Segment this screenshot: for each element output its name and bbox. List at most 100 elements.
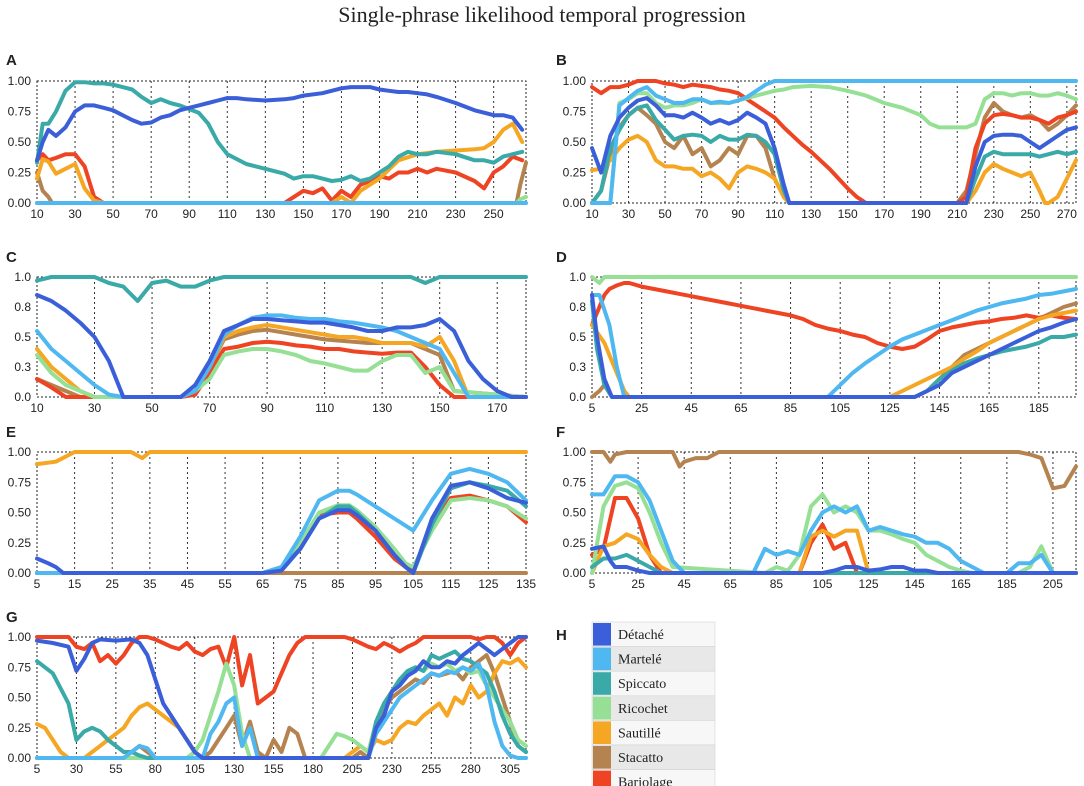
y-tick-label: 0.0 (14, 390, 31, 404)
x-tick-label: 90 (731, 207, 745, 221)
legend-label: Martelé (618, 653, 662, 668)
series-line-stacatto (35, 653, 528, 760)
x-tick-label: 185 (997, 577, 1017, 591)
series-line-martel (590, 287, 1078, 399)
x-tick-label: 30 (70, 762, 84, 776)
panel-label: C (6, 249, 17, 266)
legend-swatch (593, 746, 611, 769)
legend-row (591, 769, 716, 786)
x-tick-label: 50 (658, 207, 672, 221)
x-tick-label: 70 (203, 401, 217, 415)
series-line-ricochet (35, 347, 528, 399)
x-tick-label: 90 (260, 401, 274, 415)
series-line-martel (590, 474, 1078, 575)
panel-label: B (556, 52, 567, 69)
panel-label: E (6, 424, 16, 441)
x-tick-label: 150 (430, 401, 450, 415)
x-tick-label: 5 (589, 401, 596, 415)
x-tick-label: 50 (145, 401, 159, 415)
y-tick-label: 0.75 (8, 105, 32, 119)
x-tick-label: 170 (331, 207, 351, 221)
x-tick-label: 135 (516, 577, 536, 591)
x-tick-label: 35 (143, 577, 157, 591)
series-group (35, 275, 528, 399)
panel-F: F 5 25 45 65 85 105 125 145 165 185 205 0.00 0.25 0.50… (556, 424, 1078, 591)
y-tick-label: 0.75 (8, 660, 32, 674)
legend-swatch (593, 623, 611, 646)
series-line-dtach (35, 293, 528, 399)
y-tick-label: 0.00 (563, 196, 587, 210)
y-tick-label: 0.25 (8, 721, 32, 735)
x-tick-label: 270 (1057, 207, 1077, 221)
y-tick-label: 0.3 (569, 360, 586, 374)
series-group (590, 275, 1078, 399)
series-line-ricochet (590, 275, 1078, 285)
x-tick-label: 55 (109, 762, 123, 776)
x-tick-label: 105 (185, 762, 205, 776)
panel-D: D 5 25 45 65 85 105 125 145 165 185 0.0 0.3 0.5 0.8 1.0 (556, 249, 1078, 415)
series-line-ricochet (590, 83, 1078, 205)
x-tick-label: 150 (838, 207, 858, 221)
series-line-sautill (590, 308, 1078, 399)
x-tick-label: 155 (264, 762, 284, 776)
y-tick-label: 0.5 (14, 330, 31, 344)
x-tick-label: 10 (585, 207, 599, 221)
series-line-stacatto (590, 450, 1078, 491)
series-line-dtach (35, 480, 528, 575)
series-group (35, 80, 528, 205)
legend: H Détaché Martelé Spiccato Ricochet Sautillé… (556, 621, 716, 786)
x-tick-label: 190 (369, 207, 389, 221)
y-tick-label: 1.00 (563, 445, 587, 459)
x-tick-label: 185 (1029, 401, 1049, 415)
x-tick-label: 80 (149, 762, 163, 776)
x-tick-label: 130 (224, 762, 244, 776)
x-tick-label: 205 (1043, 577, 1063, 591)
x-tick-label: 210 (947, 207, 967, 221)
x-tick-label: 95 (369, 577, 383, 591)
y-tick-label: 0.8 (569, 300, 586, 314)
x-tick-label: 90 (183, 207, 197, 221)
y-tick-label: 0.00 (563, 566, 587, 580)
panel-G: G 5 30 55 80 105 130 155 180 205 230 255 280 305 0.00 0… (6, 609, 528, 776)
y-tick-label: 1.00 (8, 74, 32, 88)
x-tick-label: 230 (382, 762, 402, 776)
x-tick-label: 110 (218, 207, 237, 221)
plot-frame (36, 276, 527, 398)
x-tick-label: 50 (106, 207, 120, 221)
plot-frame (36, 451, 527, 574)
x-tick-label: 55 (218, 577, 232, 591)
y-tick-label: 1.00 (8, 630, 32, 644)
series-line-bariolage (35, 635, 528, 706)
x-tick-label: 25 (631, 577, 645, 591)
x-tick-label: 125 (859, 577, 879, 591)
x-tick-label: 25 (106, 577, 120, 591)
x-tick-label: 10 (30, 207, 44, 221)
plot-frame (36, 80, 527, 204)
y-tick-label: 0.50 (8, 135, 32, 149)
x-tick-label: 190 (911, 207, 931, 221)
panel-label: G (6, 609, 18, 626)
legend-label: Stacatto (618, 751, 663, 766)
panel-label: D (556, 249, 567, 266)
series-line-ricochet (35, 496, 528, 575)
series-line-martel (35, 661, 528, 760)
x-tick-label: 85 (770, 577, 784, 591)
x-tick-label: 5 (34, 577, 41, 591)
series-line-spiccato (590, 103, 1078, 205)
panel-C: C 10 30 50 70 90 110 130 150 170 0.0 0.3 0.5 0.8 1.0 (6, 249, 528, 415)
x-tick-label: 165 (979, 401, 999, 415)
x-tick-label: 230 (446, 207, 466, 221)
y-tick-label: 0.50 (563, 506, 587, 520)
x-tick-label: 85 (331, 577, 345, 591)
legend-swatch (593, 672, 611, 695)
x-tick-label: 130 (801, 207, 821, 221)
x-tick-label: 280 (461, 762, 481, 776)
x-tick-label: 250 (1020, 207, 1040, 221)
legend-swatch (593, 696, 611, 720)
x-tick-label: 105 (830, 401, 850, 415)
y-tick-label: 0.8 (14, 300, 31, 314)
series-line-bariolage (590, 281, 1078, 351)
legend-label: Ricochet (618, 702, 668, 717)
plot-frame (36, 636, 527, 759)
y-tick-label: 0.50 (8, 691, 32, 705)
